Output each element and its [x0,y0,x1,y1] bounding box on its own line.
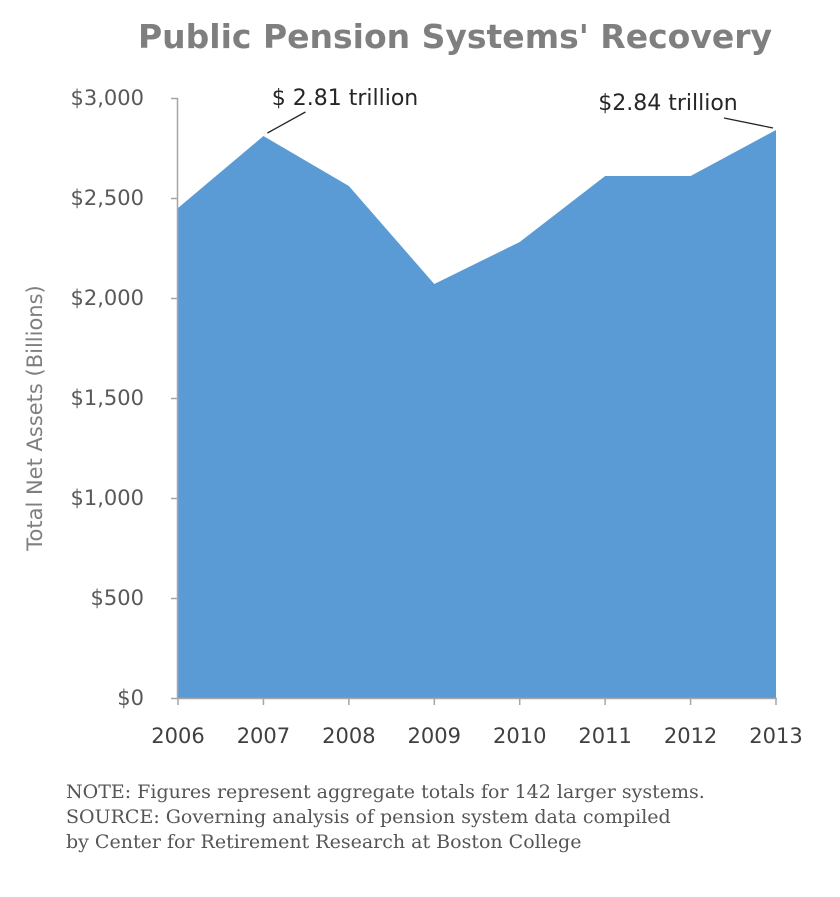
annotation-leader-line [267,111,306,134]
source-line-1: SOURCE: Governing analysis of pension sy… [66,806,671,828]
y-tick-label: $0 [117,686,144,710]
x-tick-label: 2007 [237,724,290,748]
y-ticks: $0 $500 $1,000 $1,500 $2,000 $2,500 $3,000 [71,86,178,710]
source-line-2: by Center for Retirement Research at Bos… [66,831,582,853]
x-tick-label: 2011 [578,724,631,748]
y-tick-label: $1,000 [71,486,144,510]
y-tick-label: $2,500 [71,186,144,210]
annotations: $ 2.81 trillion $2.84 trillion [267,86,774,134]
x-tick-label: 2006 [151,724,204,748]
annotation-label: $2.84 trillion [598,91,738,116]
x-tick-label: 2010 [493,724,546,748]
note-text: NOTE: Figures represent aggregate totals… [66,781,705,803]
y-axis-label: Total Net Assets (Billions) [23,285,47,552]
x-tick-label: 2012 [664,724,717,748]
x-tick-label: 2008 [322,724,375,748]
annotation-label: $ 2.81 trillion [272,86,419,111]
y-tick-label: $1,500 [71,386,144,410]
chart-title: Public Pension Systems' Recovery [138,17,772,56]
area-series [178,130,776,698]
x-tick-label: 2013 [749,724,802,748]
annotation-leader-line [723,117,774,129]
y-tick-label: $500 [91,586,144,610]
y-tick-label: $2,000 [71,286,144,310]
x-tick-label: 2009 [408,724,461,748]
y-tick-label: $3,000 [71,86,144,110]
x-ticks: 2006 2007 2008 2009 2010 2011 2012 2013 [151,698,803,748]
